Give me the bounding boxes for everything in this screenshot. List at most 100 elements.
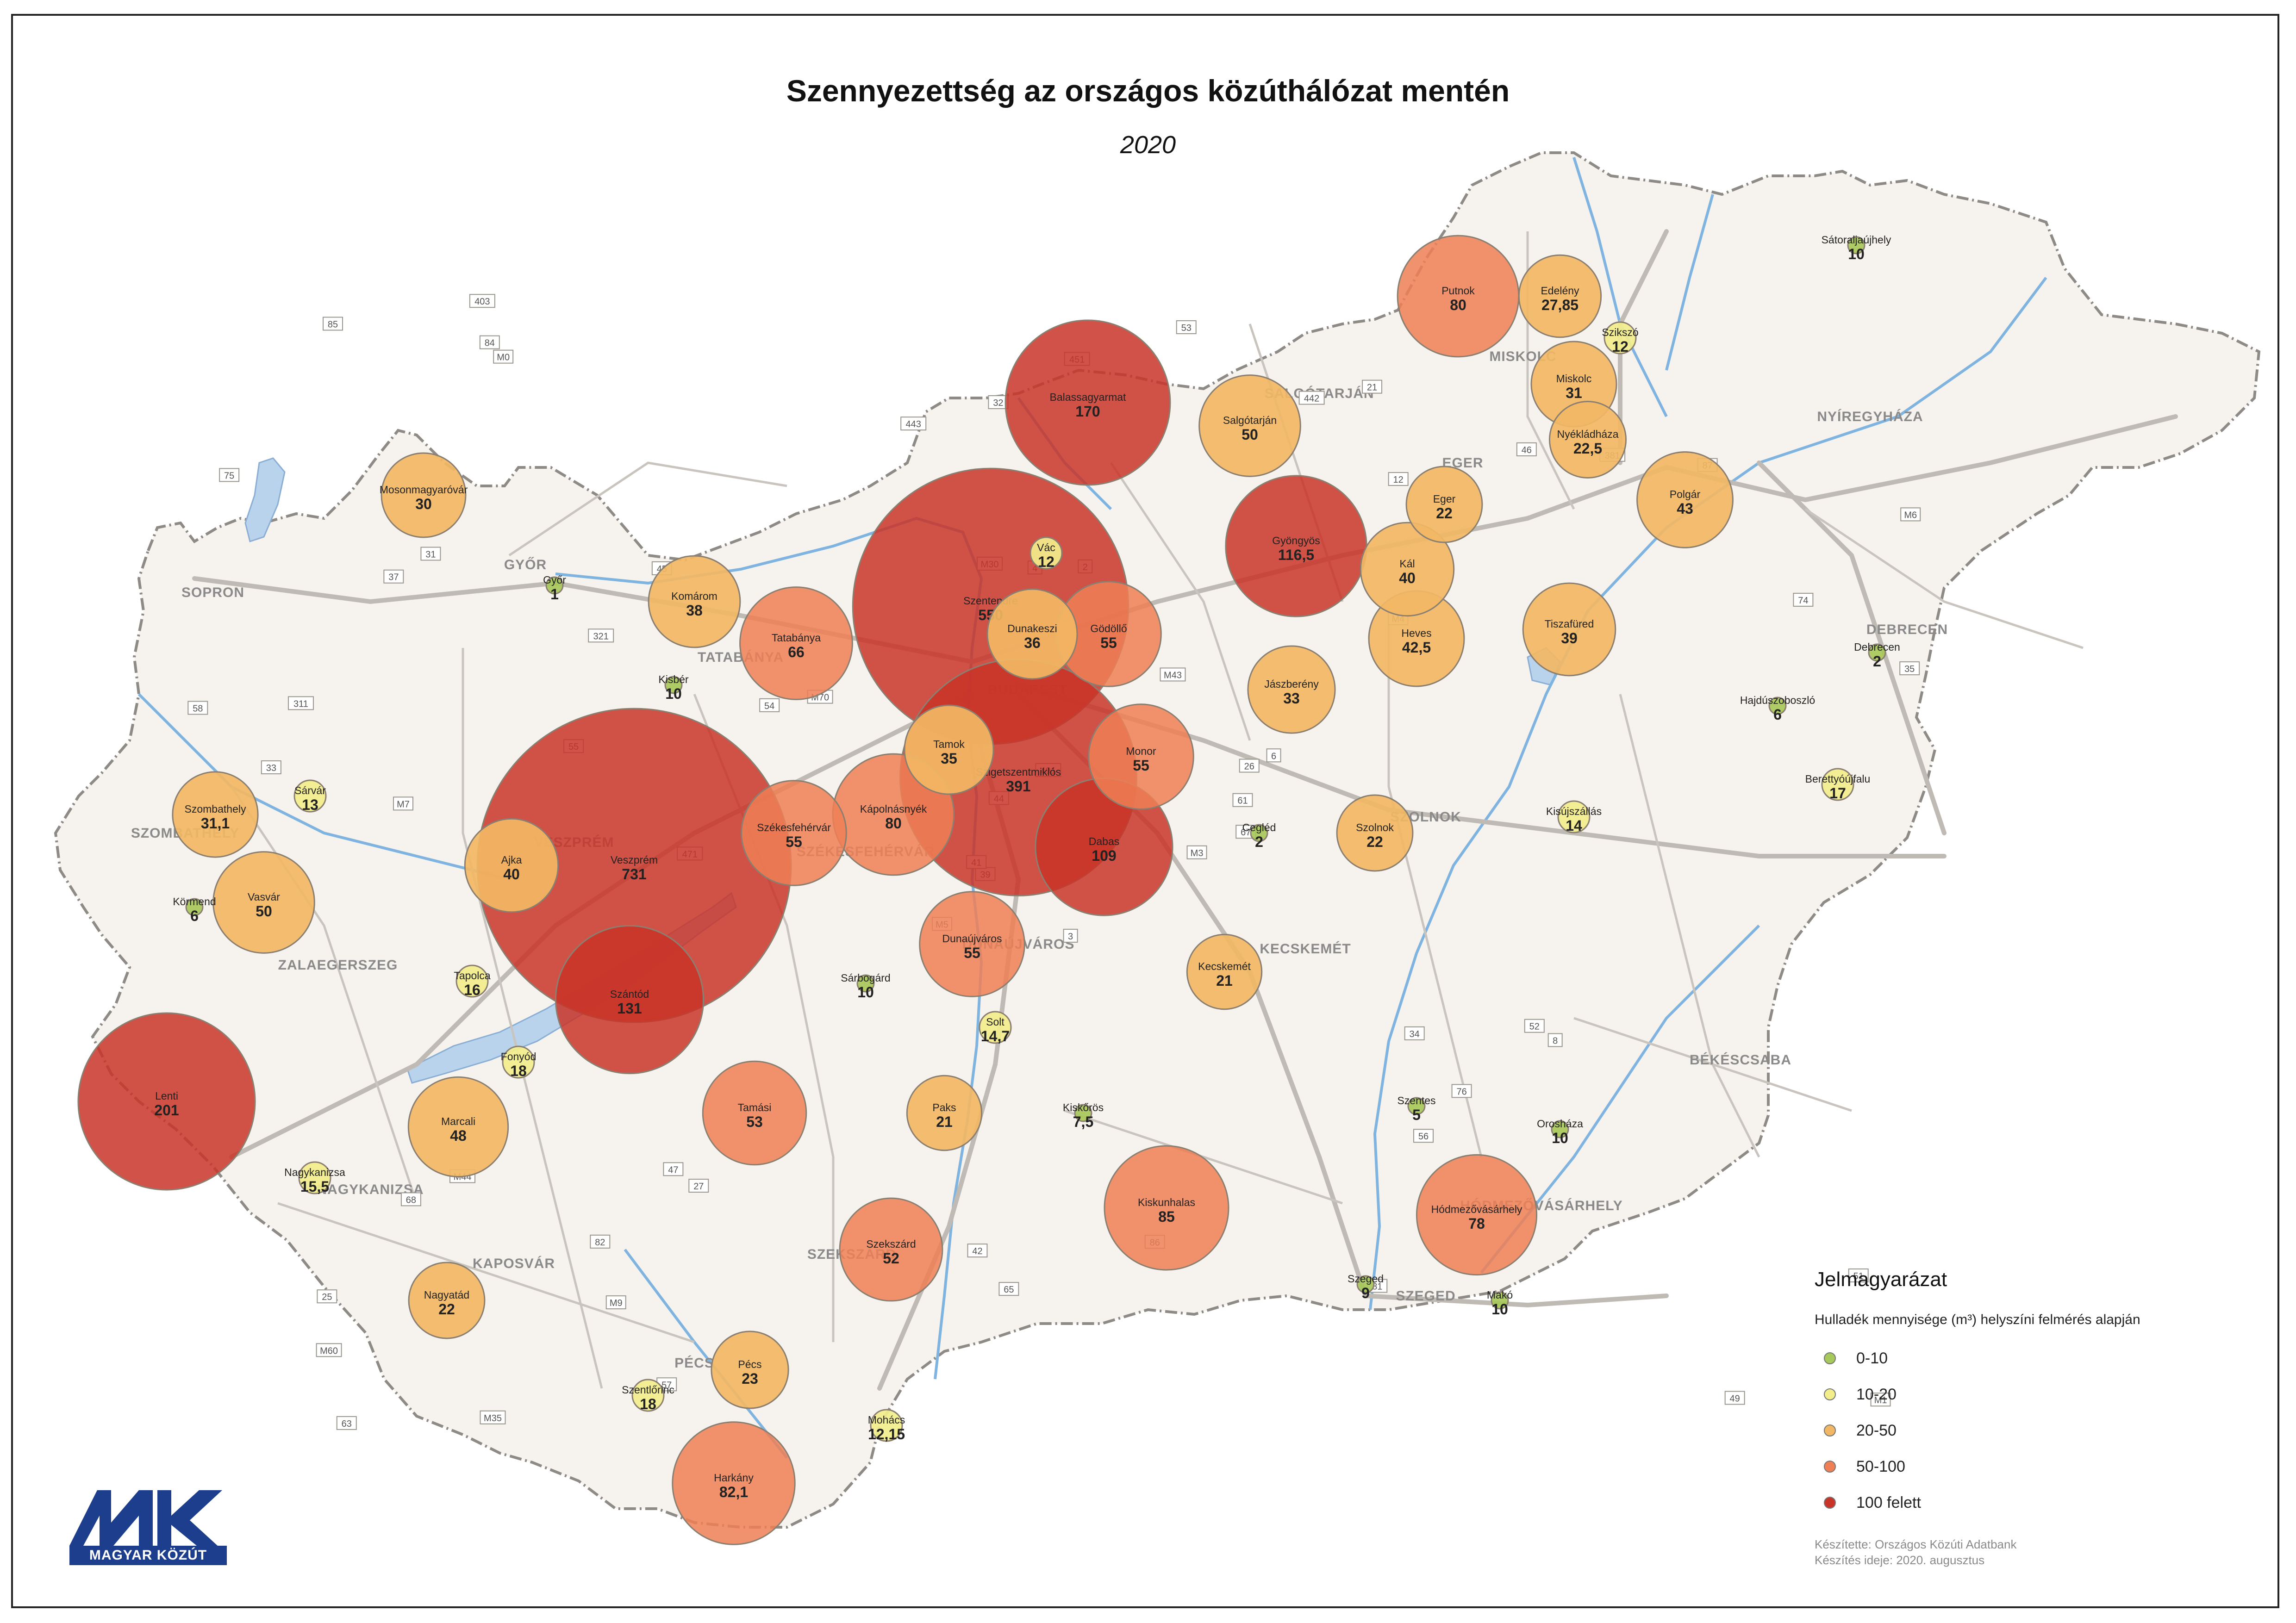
road-number: 27 <box>693 1181 704 1192</box>
legend-item-100-felett: 100 felett <box>1824 1493 1921 1512</box>
city-value: 12 <box>1612 338 1628 355</box>
city-value: 53 <box>746 1113 763 1130</box>
road-shield-58-45: 58 <box>187 701 208 715</box>
city-bubble <box>648 555 741 648</box>
road-shield-25-3: 25 <box>317 1289 337 1304</box>
road-number: 34 <box>1410 1029 1420 1039</box>
road-shield-442-66: 442 <box>1298 391 1325 405</box>
city-bubble <box>672 1421 796 1545</box>
city-name: Kál <box>1399 558 1415 570</box>
city-name: Veszprém <box>611 854 658 866</box>
road-number: 12 <box>1393 475 1404 485</box>
road-number: 25 <box>322 1292 332 1302</box>
city-value: 7,5 <box>1073 1113 1093 1130</box>
road-number: 6 <box>1271 751 1276 761</box>
road-shield-85-57: 85 <box>323 317 343 331</box>
city-name: Berettyóújfalu <box>1805 773 1871 785</box>
road-number: M43 <box>1164 670 1182 680</box>
city-value: 22 <box>438 1301 455 1318</box>
legend-label: 20-50 <box>1856 1421 1897 1439</box>
road-shield-3-0: 3 <box>1063 928 1078 943</box>
road-shield-443-67: 443 <box>900 417 927 431</box>
city-bubble <box>381 452 467 538</box>
road-shield-75-52: 75 <box>219 468 240 482</box>
road-m3 <box>970 414 2178 664</box>
city-name: Heves <box>1401 627 1431 639</box>
city-value: 50 <box>1242 426 1258 443</box>
region-label-debrecen: DEBRECEN <box>1866 622 1948 637</box>
city-value: 39 <box>1561 630 1578 647</box>
road-number: 442 <box>1304 394 1319 404</box>
city-bubble <box>1104 1145 1229 1271</box>
city-name: Tiszafüred <box>1545 618 1594 630</box>
road-shield-56-43: 56 <box>1413 1129 1434 1143</box>
city-bubble <box>1636 451 1734 548</box>
legend-title: Jelmagyarázat <box>1815 1268 1947 1291</box>
road-number: 8 <box>1553 1036 1558 1046</box>
city-name: Marcali <box>441 1115 475 1127</box>
city-bubble <box>1356 1275 1375 1293</box>
city-bubble <box>1074 1104 1092 1122</box>
road-shield-m9-22: M9 <box>605 1295 626 1310</box>
city-value: 18 <box>640 1396 656 1412</box>
city-value: 201 <box>154 1102 179 1119</box>
road-shield-65-48: 65 <box>998 1282 1019 1296</box>
city-bubble <box>1360 522 1455 617</box>
credits: Készítette: Országos Közúti Adatbank Kés… <box>1815 1536 2016 1568</box>
city-value: 35 <box>941 750 957 767</box>
city-bubble <box>298 1161 331 1194</box>
city-value: 16 <box>464 982 480 998</box>
road-shield-m6-13: M6 <box>1900 507 1921 522</box>
legend-item-50-100: 50-100 <box>1824 1457 1905 1476</box>
road-number: 47 <box>668 1165 678 1175</box>
city-bubble <box>1004 319 1171 486</box>
city-name: Monor <box>1126 745 1156 757</box>
road-number: 85 <box>328 319 338 330</box>
city-bubble <box>1518 254 1602 338</box>
city-bubble <box>1551 1120 1569 1138</box>
city-bubble <box>1405 466 1483 543</box>
road-shield-26-4: 26 <box>1239 759 1260 773</box>
road-shield-74-51: 74 <box>1793 592 1814 607</box>
road-shield-61-46: 61 <box>1232 793 1253 807</box>
tisza-river <box>1369 277 2047 1310</box>
road-number: M60 <box>320 1346 338 1356</box>
road-number: 42 <box>972 1246 982 1256</box>
city-name: Lenti <box>155 1090 178 1102</box>
road-number: 32 <box>993 398 1003 408</box>
city-name: Szikszó <box>1602 326 1638 338</box>
city-name: Mosonmagyaróvár <box>380 484 468 496</box>
legend-swatch <box>1824 1497 1836 1509</box>
city-value: 80 <box>1450 297 1466 313</box>
city-value: 22,5 <box>1573 440 1602 457</box>
city-value: 42,5 <box>1402 639 1431 656</box>
city-name: Szombathely <box>185 803 246 815</box>
city-value: 2 <box>1255 833 1263 850</box>
road-number: 84 <box>485 338 495 348</box>
city-value: 10 <box>1552 1130 1568 1146</box>
city-name: Kiskőrös <box>1063 1101 1104 1113</box>
city-value: 391 <box>1006 778 1030 795</box>
road-shield-m3-9: M3 <box>1186 845 1207 859</box>
road-shield-47-36: 47 <box>663 1162 684 1176</box>
